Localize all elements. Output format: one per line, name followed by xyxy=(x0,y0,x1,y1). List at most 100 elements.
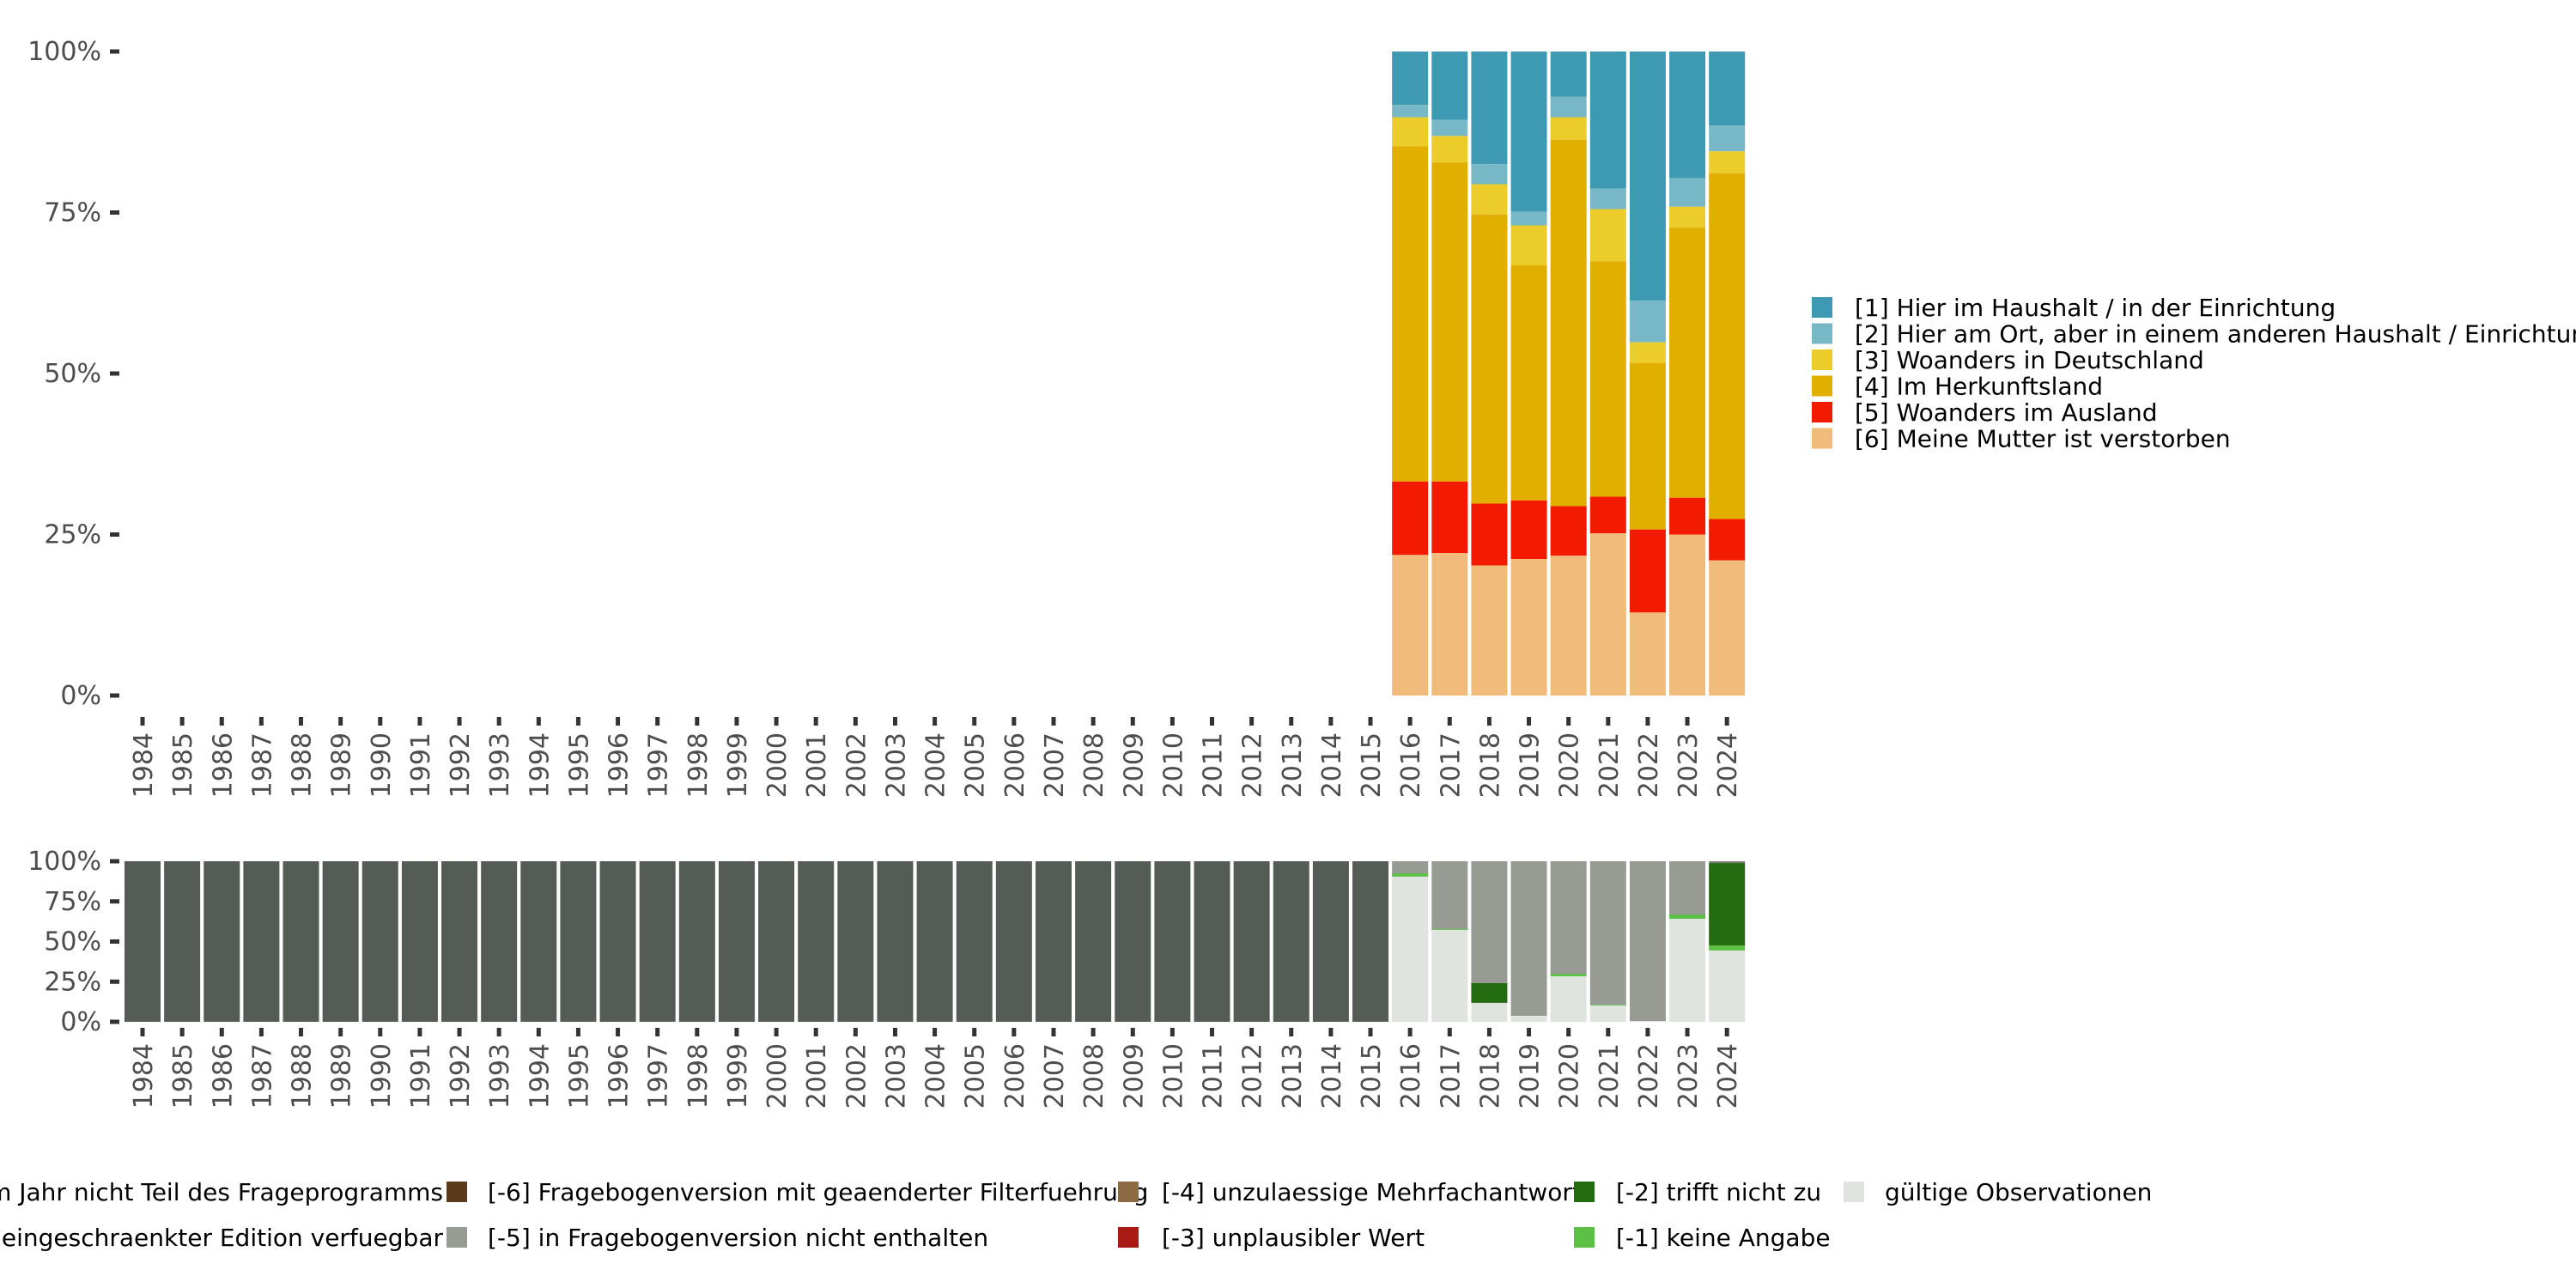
missings-x-tick-label: 2011 xyxy=(1199,1043,1229,1109)
missings-bar-segment xyxy=(1510,1016,1547,1022)
answers-bar-segment xyxy=(1392,146,1429,482)
answers-x-tick-label: 1987 xyxy=(247,732,277,798)
answers-x-tick-label: 1998 xyxy=(683,732,714,798)
legend-label: [6] Meine Mutter ist verstorben xyxy=(1855,425,2231,453)
missings-bar-segment xyxy=(164,861,201,1022)
missings-bar-segment xyxy=(361,861,398,1022)
missings-x-tick-label: 2005 xyxy=(961,1043,991,1109)
legend-swatch xyxy=(447,1227,467,1248)
legend-swatch xyxy=(1812,349,1832,370)
answers-bar-segment xyxy=(1471,164,1508,185)
missings-x-tick-label: 2014 xyxy=(1317,1043,1347,1109)
answers-x-tick-label: 2006 xyxy=(1000,732,1030,798)
missings-x-tick-label: 2009 xyxy=(1119,1043,1149,1109)
missings-x-axis: 1984 1985 1986 1987 1988 1989 1990 1991 1992 1993… xyxy=(129,1028,1743,1109)
answers-bar-segment xyxy=(1589,209,1626,262)
legend-label: [-3] unplausibler Wert xyxy=(1162,1224,1425,1252)
missings-bar-segment xyxy=(441,861,478,1022)
answers-x-tick-label: 2015 xyxy=(1357,732,1387,798)
missings-x-tick-label: 2002 xyxy=(841,1043,872,1109)
missings-bar-segment xyxy=(1392,873,1429,877)
answers-bar-segment xyxy=(1669,497,1706,535)
missings-legend: m Jahr nicht Teil des Frageprogramms r ei… xyxy=(0,1178,2152,1252)
missings-bar-segment xyxy=(204,861,240,1022)
missings-bar-segment xyxy=(1154,861,1191,1022)
missings-x-tick-label: 1994 xyxy=(525,1043,555,1109)
missings-x-tick-label: 1988 xyxy=(288,1043,318,1109)
answers-bar-segment xyxy=(1510,500,1547,559)
answers-bar-segment xyxy=(1510,559,1547,696)
missings-x-tick-label: 1990 xyxy=(367,1043,397,1109)
missings-bar-segment xyxy=(678,861,715,1022)
missings-x-tick-label: 2012 xyxy=(1238,1043,1268,1109)
answers-bar-segment xyxy=(1550,556,1587,696)
legend-swatch xyxy=(1118,1227,1139,1248)
missings-bar-segment xyxy=(1669,914,1706,920)
legend-label: gültige Observationen xyxy=(1885,1178,2152,1206)
missings-panel: 0% 25% 50% 75% 100% 1984 1985 1986 1987 1988 1989… xyxy=(27,847,1746,1109)
legend-swatch xyxy=(1574,1182,1595,1202)
missings-x-tick-label: 1985 xyxy=(168,1043,198,1109)
answers-bar-segment xyxy=(1550,96,1587,118)
missings-bar-segment xyxy=(798,861,835,1022)
missings-bar-segment xyxy=(1629,1021,1666,1022)
legend-label: [2] Hier am Ort, aber in einem anderen H… xyxy=(1855,320,2576,349)
missings-x-tick-label: 1984 xyxy=(129,1043,159,1109)
answers-x-tick-label: 2014 xyxy=(1317,732,1347,798)
missings-y-axis: 0% 25% 50% 75% 100% xyxy=(27,847,119,1037)
missings-bar-segment xyxy=(322,861,359,1022)
missings-bar-segment xyxy=(1669,919,1706,1022)
answers-bar-segment xyxy=(1392,117,1429,147)
answers-x-tick-label: 2012 xyxy=(1238,732,1268,798)
answers-x-tick-label: 2013 xyxy=(1278,732,1308,798)
missings-bar-segment xyxy=(1669,861,1706,915)
answers-x-tick-label: 2022 xyxy=(1634,732,1664,798)
answers-bar-segment xyxy=(1589,496,1626,534)
answers-x-tick-label: 1997 xyxy=(644,732,674,798)
answers-bar-segment xyxy=(1709,52,1746,126)
answers-y-tick-label: 25% xyxy=(44,520,101,550)
missings-x-tick-label: 2023 xyxy=(1674,1043,1704,1109)
missings-bar-segment xyxy=(1709,863,1746,945)
answers-bar-segment xyxy=(1471,565,1508,696)
answers-bar-segment xyxy=(1471,184,1508,215)
missings-y-tick-label: 0% xyxy=(60,1007,101,1037)
legend-label: [-6] Fragebogenversion mit geaenderter F… xyxy=(488,1178,1148,1206)
answers-x-tick-label: 1992 xyxy=(446,732,476,798)
missings-x-tick-label: 2008 xyxy=(1079,1043,1109,1109)
answers-x-tick-label: 1991 xyxy=(406,732,436,798)
legend-label: [-5] in Fragebogenversion nicht enthalte… xyxy=(488,1224,988,1252)
missings-x-tick-label: 2013 xyxy=(1278,1043,1308,1109)
missings-bar-segment xyxy=(1233,861,1270,1022)
answers-bar-segment xyxy=(1669,227,1706,498)
answers-bar-segment xyxy=(1629,529,1666,613)
answers-x-tick-label: 1984 xyxy=(129,732,159,798)
answers-bar-segment xyxy=(1550,117,1587,140)
missings-bar-segment xyxy=(1194,861,1230,1022)
missings-bar-segment xyxy=(125,861,161,1022)
answers-bar-segment xyxy=(1589,52,1626,189)
missings-x-tick-label: 1991 xyxy=(406,1043,436,1109)
missings-x-tick-label: 1987 xyxy=(247,1043,277,1109)
missings-x-tick-label: 1999 xyxy=(723,1043,753,1109)
missings-bar-segment xyxy=(1510,861,1547,1017)
answers-bar-segment xyxy=(1629,362,1666,530)
answers-bar-segment xyxy=(1510,265,1547,501)
missings-bar-segment xyxy=(481,861,518,1022)
answers-bar-segment xyxy=(1471,503,1508,566)
answers-x-tick-label: 1993 xyxy=(485,732,515,798)
legend-label: [4] Im Herkunftsland xyxy=(1855,373,2103,401)
missings-bar-segment xyxy=(1709,950,1746,1022)
answers-bar-segment xyxy=(1709,560,1746,696)
missings-bar-segment xyxy=(1431,861,1468,929)
answers-bar-segment xyxy=(1550,506,1587,556)
answers-x-tick-label: 1985 xyxy=(168,732,198,798)
missings-bar-segment xyxy=(1589,861,1626,1005)
answers-x-tick-label: 2005 xyxy=(961,732,991,798)
missings-bar-segment xyxy=(243,861,280,1022)
answers-x-tick-label: 2007 xyxy=(1040,732,1070,798)
answers-bar-segment xyxy=(1510,52,1547,212)
answers-bar-segment xyxy=(1589,261,1626,497)
legend-swatch xyxy=(1812,428,1832,449)
